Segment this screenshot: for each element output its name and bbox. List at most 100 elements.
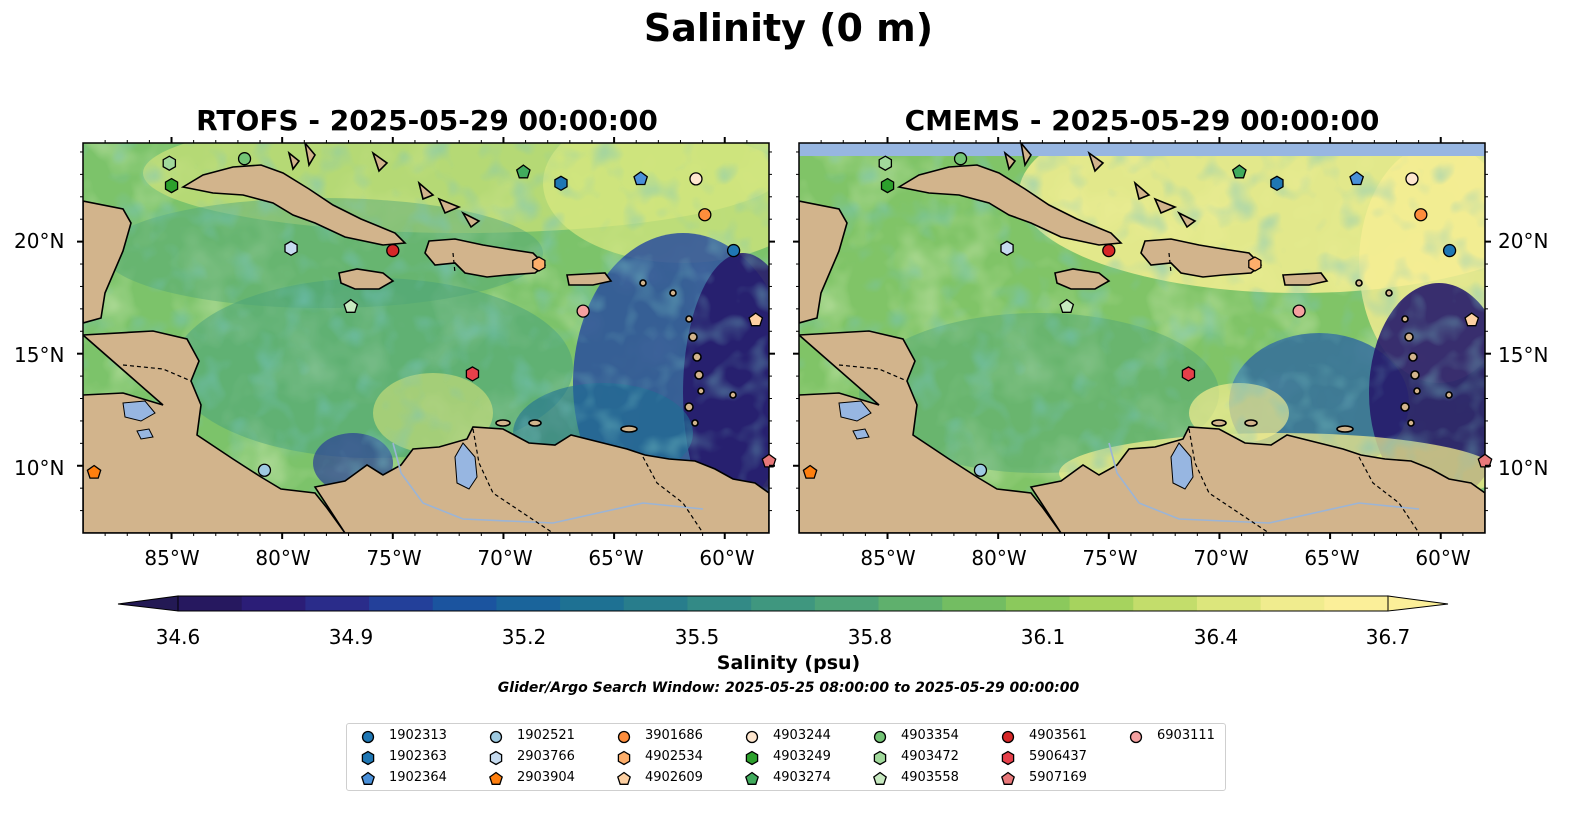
colorbar-tick: 35.2 [501, 625, 547, 649]
station-marker-4903244 [1405, 172, 1419, 186]
lon-label-65w-left: 65°W [588, 546, 644, 570]
station-marker-1902313 [1442, 243, 1457, 258]
station-marker-4903274 [515, 164, 531, 179]
hexagon-marker-icon [745, 750, 759, 766]
hexagon-marker-icon [489, 750, 503, 766]
cmems-station-markers [802, 152, 1493, 479]
circle-marker-icon [361, 730, 375, 744]
legend-label: 1902521 [517, 728, 575, 743]
circle-marker-icon [489, 730, 503, 744]
colorbar-tick: 36.1 [1020, 625, 1066, 649]
lat-label-15n-left: 15°N [14, 343, 65, 367]
lon-label-85w-left: 85°W [144, 546, 200, 570]
station-marker-4903558 [343, 298, 359, 313]
hexagon-marker-icon [873, 750, 887, 766]
station-marker-4903354 [237, 152, 252, 166]
station-marker-4903472 [878, 155, 893, 171]
station-marker-5907169 [1477, 453, 1493, 468]
rtofs-station-markers [86, 152, 777, 479]
lon-label-80w-left: 80°W [255, 546, 311, 570]
station-marker-2903904 [86, 464, 102, 479]
station-marker-4903244 [689, 172, 703, 186]
legend-label: 5907169 [1029, 770, 1087, 785]
legend-label: 4903354 [901, 728, 959, 743]
legend-label: 1902363 [389, 749, 447, 764]
legend-label: 2903766 [517, 749, 575, 764]
pentagon-marker-icon [873, 771, 887, 785]
station-marker-3901686 [1414, 208, 1428, 222]
station-marker-2903904 [802, 464, 818, 479]
station-marker-4903472 [162, 155, 177, 171]
legend-label: 4903558 [901, 770, 959, 785]
legend-label: 2903904 [517, 770, 575, 785]
station-marker-3901686 [698, 208, 712, 222]
station-marker-1902364 [1349, 171, 1365, 186]
legend-label: 4903244 [773, 728, 831, 743]
lon-label-75w-left: 75°W [366, 546, 422, 570]
legend-label: 4903472 [901, 749, 959, 764]
pentagon-marker-icon [1001, 771, 1015, 785]
station-marker-5907169 [761, 453, 777, 468]
circle-marker-icon [745, 730, 759, 744]
legend-label: 6903111 [1157, 728, 1215, 743]
legend-label: 5906437 [1029, 749, 1087, 764]
station-marker-6903111 [1292, 304, 1306, 318]
search-window-note: Glider/Argo Search Window: 2025-05-25 08… [497, 680, 1080, 696]
legend-label: 4903561 [1029, 728, 1087, 743]
lat-label-10n-left: 10°N [14, 456, 65, 480]
station-marker-6903111 [576, 304, 590, 318]
colorbar-label: Salinity (psu) [716, 652, 861, 674]
hexagon-marker-icon [361, 750, 375, 766]
pentagon-marker-icon [617, 771, 631, 785]
legend-label: 4903249 [773, 749, 831, 764]
circle-marker-icon [873, 730, 887, 744]
lon-label-70w-left: 70°W [477, 546, 533, 570]
colorbar-tick: 35.8 [847, 625, 893, 649]
lon-label-70w-right: 70°W [1193, 546, 1249, 570]
station-marker-2903766 [284, 240, 298, 257]
station-marker-4903561 [386, 243, 400, 258]
cmems-panel-title: CMEMS - 2025-05-29 00:00:00 [904, 104, 1380, 137]
colorbar-tick: 36.7 [1365, 625, 1411, 649]
station-marker-1902313 [726, 243, 741, 258]
station-marker-2903766 [1000, 240, 1014, 257]
colorbar-tick: 35.5 [674, 625, 720, 649]
lon-label-65w-right: 65°W [1304, 546, 1360, 570]
lon-label-85w-right: 85°W [860, 546, 916, 570]
lat-label-10n-right: 10°N [1498, 456, 1549, 480]
station-marker-4903249 [880, 177, 895, 194]
lon-label-80w-right: 80°W [971, 546, 1027, 570]
lat-label-20n-right: 20°N [1498, 229, 1549, 253]
station-marker-4902609 [748, 312, 764, 327]
rtofs-map [82, 142, 777, 534]
station-marker-4902609 [1464, 312, 1480, 327]
station-marker-1902364 [633, 171, 649, 186]
station-marker-1902521 [973, 463, 988, 477]
legend-label: 4902609 [645, 770, 703, 785]
station-marker-5906437 [465, 366, 480, 382]
legend-label: 3901686 [645, 728, 703, 743]
circle-marker-icon [1129, 730, 1143, 744]
lon-label-60w-right: 60°W [1415, 546, 1471, 570]
hexagon-marker-icon [1001, 750, 1015, 766]
station-marker-1902363 [1270, 175, 1284, 192]
station-marker-1902521 [257, 463, 272, 477]
station-marker-4903274 [1231, 164, 1247, 179]
circle-marker-icon [1001, 730, 1015, 744]
colorbar-tick: 34.9 [328, 625, 374, 649]
colorbar-tick: 34.6 [155, 625, 201, 649]
figure-title: Salinity (0 m) [643, 6, 934, 50]
station-legend: 1902313 1902363 1902364 1902521 2903766 29039… [346, 723, 1226, 791]
hexagon-marker-icon [617, 750, 631, 766]
lat-label-20n-left: 20°N [14, 229, 65, 253]
lon-label-75w-right: 75°W [1082, 546, 1138, 570]
legend-label: 4902534 [645, 749, 703, 764]
legend-label: 4903274 [773, 770, 831, 785]
rtofs-panel-title: RTOFS - 2025-05-29 00:00:00 [196, 104, 658, 137]
station-marker-4903354 [953, 152, 968, 166]
pentagon-marker-icon [489, 771, 503, 785]
station-marker-4902534 [532, 256, 546, 272]
legend-label: 1902313 [389, 728, 447, 743]
station-marker-4902534 [1248, 256, 1262, 272]
